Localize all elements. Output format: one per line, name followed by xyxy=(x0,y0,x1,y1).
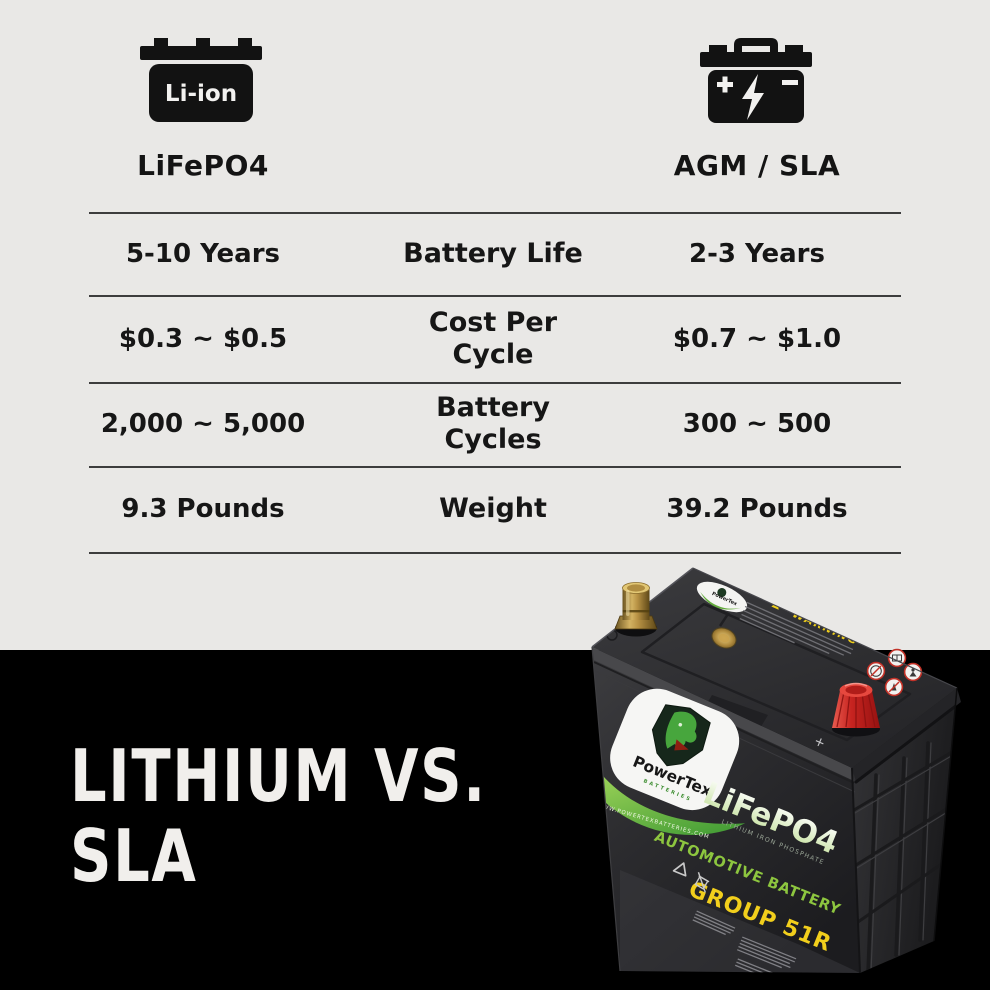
table-cell-sla-cost-per-cycle: $0.7 ~ $1.0 xyxy=(672,323,842,354)
lid-recessed-panel xyxy=(640,602,912,742)
plus-icon xyxy=(722,76,728,93)
divider-line xyxy=(89,466,901,468)
top-brand-badge: PowerTex xyxy=(696,581,748,613)
left-edge xyxy=(591,646,621,972)
divider-line xyxy=(89,295,901,297)
lightning-bolt-icon xyxy=(742,74,764,120)
vent-cap xyxy=(711,627,737,649)
battery-terminal-tab xyxy=(196,38,210,48)
table-cell-lifepo4-weight: 9.3 Pounds xyxy=(121,494,285,524)
battery-top-bar xyxy=(700,52,812,67)
battery-side-ribs xyxy=(852,700,957,973)
table-cell-lifepo4-cost-per-cycle: $0.3 ~ $0.5 xyxy=(118,323,288,354)
table-cell-sla-weight: 39.2 Pounds xyxy=(666,494,848,524)
battery-top-bar xyxy=(140,46,262,60)
right-edge xyxy=(933,687,958,942)
label-green-swoosh xyxy=(592,770,746,835)
table-metric-cost-per-cycle: Cost Per Cycle xyxy=(428,306,558,370)
top-back-edge xyxy=(692,567,958,689)
dino-logo xyxy=(651,704,711,767)
table-cell-lifepo4-battery-cycles: 2,000 ~ 5,000 xyxy=(100,409,306,439)
table-cell-sla-battery-cycles: 300 ~ 500 xyxy=(682,409,832,439)
battery-handle xyxy=(734,38,778,53)
brass-terminal xyxy=(614,582,658,637)
table-cell-lifepo4-battery-life: 5-10 Years xyxy=(125,238,281,269)
page-title: LITHIUM VS. SLA xyxy=(70,736,591,896)
table-cell-sla-battery-life: 2-3 Years xyxy=(689,238,825,269)
li-ion-icon-label: Li-ion xyxy=(165,81,237,107)
battery-front-bevel xyxy=(620,870,860,973)
divider-line xyxy=(89,382,901,384)
battery-terminal-tab xyxy=(154,38,168,48)
divider-line xyxy=(89,552,901,554)
battery-side-lip xyxy=(852,688,961,782)
table-metric-battery-life: Battery Life xyxy=(403,237,583,269)
lid-handle-notch xyxy=(703,695,768,730)
table-metric-weight: Weight xyxy=(439,493,547,525)
label-fine-print xyxy=(692,910,797,973)
lid-panel-step xyxy=(703,602,730,627)
agm-battery-icon xyxy=(700,38,812,123)
table-metric-battery-cycles: Battery Cycles xyxy=(436,392,550,455)
front-side-edge xyxy=(851,767,861,974)
li-ion-battery-icon: Li-ion xyxy=(140,38,262,122)
minus-icon xyxy=(782,80,798,85)
battery-terminal-tab xyxy=(709,45,727,53)
battery-body xyxy=(149,64,253,122)
right-column-name: AGM / SLA xyxy=(673,148,841,182)
title-line-1: LITHIUM VS. xyxy=(70,734,487,818)
recycle-icon xyxy=(672,862,710,893)
left-column-name: LiFePO4 xyxy=(137,148,269,182)
crossed-bin-icon xyxy=(694,871,710,893)
red-terminal-cap xyxy=(832,682,880,737)
battery-terminal-tab xyxy=(238,38,252,48)
divider-line xyxy=(89,212,901,214)
battery-product-image: PowerTex BATTERIES WWW.POWERTEXBATTERIES… xyxy=(591,567,961,974)
title-line-2: SLA xyxy=(70,814,198,898)
battery-terminal-tab xyxy=(785,45,803,53)
